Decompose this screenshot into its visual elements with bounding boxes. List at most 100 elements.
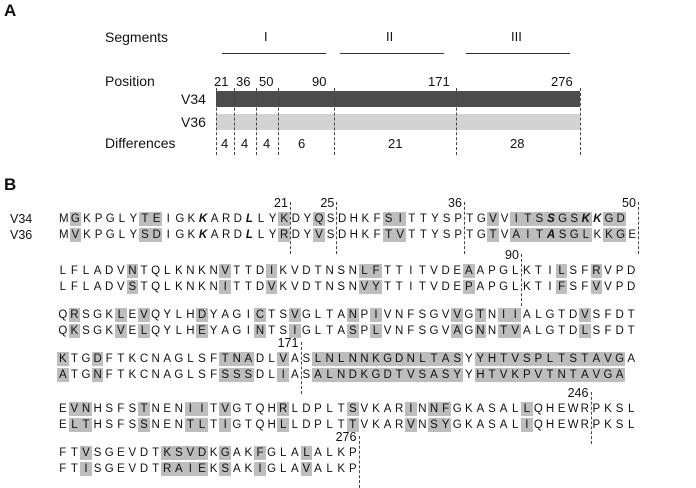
residue: T: [326, 325, 334, 337]
residue: T: [117, 369, 125, 381]
residue: G: [556, 212, 569, 226]
residue: M: [59, 229, 69, 241]
residue: F: [105, 369, 113, 381]
residue: P: [348, 463, 357, 475]
residue: A: [210, 213, 219, 225]
residue: G: [232, 325, 242, 337]
residue: H: [545, 419, 555, 431]
residue: V: [602, 352, 614, 366]
residue: D: [569, 309, 578, 321]
residue: L: [268, 353, 275, 365]
residue: S: [488, 403, 496, 415]
residue: F: [59, 447, 67, 459]
residue: T: [544, 368, 556, 382]
residue: D: [196, 308, 208, 322]
residue: G: [267, 463, 277, 475]
residue: R: [278, 228, 290, 242]
residue: A: [221, 309, 230, 321]
residue: T: [497, 324, 510, 338]
residue: E: [58, 419, 67, 431]
residue: L: [326, 463, 333, 475]
residue: L: [291, 419, 298, 431]
residue: G: [614, 228, 627, 242]
residue: L: [196, 418, 208, 432]
residue: L: [627, 403, 635, 415]
residue: S: [198, 369, 206, 381]
residue: G: [232, 309, 242, 321]
residue: K: [244, 447, 253, 459]
residue: T: [184, 418, 197, 432]
residue: L: [323, 368, 336, 382]
residue: L: [580, 228, 592, 242]
residue: D: [441, 281, 450, 293]
residue: I: [521, 418, 533, 432]
residue: P: [348, 447, 357, 459]
residue: I: [219, 280, 231, 294]
residue: G: [93, 309, 103, 321]
residue: K: [593, 229, 602, 241]
residue: L: [187, 353, 194, 365]
residue: L: [115, 308, 127, 322]
residue: K: [187, 213, 196, 225]
residue: A: [590, 352, 603, 366]
residue: T: [384, 281, 392, 293]
residue: R: [161, 462, 173, 476]
residue: K: [361, 213, 370, 225]
residue: K: [279, 281, 288, 293]
position-marker-276: 276: [335, 430, 357, 444]
residue: A: [290, 463, 299, 475]
residue: K: [198, 213, 208, 225]
residue: A: [314, 447, 322, 459]
residue: K: [128, 369, 137, 381]
residue: V: [265, 280, 278, 294]
residue: D: [255, 353, 265, 365]
residue: L: [279, 463, 287, 475]
residue: H: [545, 403, 555, 415]
residue: Y: [303, 229, 312, 241]
residue: G: [267, 447, 277, 459]
residue: V: [604, 281, 612, 293]
residue: T: [70, 369, 78, 381]
residue: D: [255, 281, 265, 293]
residue: D: [233, 213, 242, 225]
residue: F: [210, 353, 218, 365]
residue: T: [395, 265, 403, 277]
residue: T: [138, 402, 150, 416]
residue: G: [105, 229, 115, 241]
residue: S: [219, 368, 231, 382]
residue: G: [104, 447, 114, 459]
residue: S: [592, 309, 601, 321]
residue: G: [568, 228, 580, 242]
residue: G: [464, 309, 474, 321]
residue: T: [408, 213, 416, 225]
residue: E: [557, 419, 566, 431]
residue: A: [383, 419, 392, 431]
residue: I: [497, 308, 510, 322]
residue: K: [464, 419, 473, 431]
residue: V: [290, 281, 299, 293]
residue: I: [409, 281, 413, 293]
residue: T: [244, 403, 252, 415]
residue: S: [105, 403, 114, 415]
residue: K: [198, 281, 206, 293]
residue: A: [499, 419, 508, 431]
residue: D: [139, 447, 149, 459]
residue: G: [219, 446, 231, 460]
residue: P: [615, 265, 624, 277]
residue: T: [419, 213, 427, 225]
residue: Q: [255, 403, 265, 415]
residue: L: [68, 418, 81, 432]
residue: L: [118, 213, 125, 225]
residue: L: [326, 447, 333, 459]
residue: D: [255, 265, 265, 277]
residue: R: [395, 419, 404, 431]
residue: N: [151, 419, 160, 431]
residue: N: [405, 352, 417, 366]
residue: V: [68, 402, 81, 416]
position-marker-171: 171: [277, 336, 299, 350]
residue: E: [116, 447, 125, 459]
residue: G: [429, 309, 439, 321]
residue: L: [326, 403, 333, 415]
